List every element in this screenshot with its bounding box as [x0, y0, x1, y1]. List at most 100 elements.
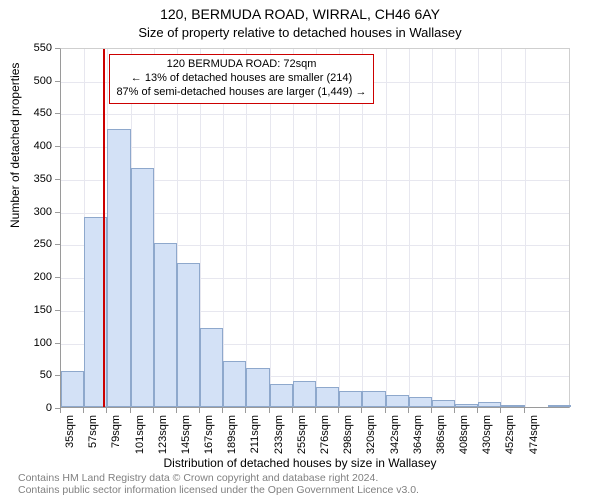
ytick-mark — [55, 343, 60, 344]
ytick-mark — [55, 113, 60, 114]
gridline-v — [501, 49, 502, 407]
histogram-bar — [409, 397, 432, 407]
page-title: 120, BERMUDA ROAD, WIRRAL, CH46 6AY — [0, 0, 600, 23]
xtick-mark — [431, 408, 432, 413]
ytick-label: 0 — [22, 402, 52, 414]
histogram-bar — [61, 371, 84, 407]
plot-area: 120 BERMUDA ROAD: 72sqm← 13% of detached… — [60, 48, 570, 408]
ytick-mark — [55, 48, 60, 49]
annotation-line: ← 13% of detached houses are smaller (21… — [116, 72, 366, 86]
xtick-mark — [292, 408, 293, 413]
xtick-label: 255sqm — [296, 415, 308, 465]
ytick-mark — [55, 81, 60, 82]
xtick-label: 342sqm — [389, 415, 401, 465]
ytick-label: 300 — [22, 206, 52, 218]
footer-line-1: Contains HM Land Registry data © Crown c… — [18, 472, 419, 484]
xtick-label: 211sqm — [249, 415, 261, 465]
xtick-label: 474sqm — [528, 415, 540, 465]
histogram-bar — [270, 384, 293, 407]
chart-container: { "titles": { "line1": "120, BERMUDA ROA… — [0, 0, 600, 500]
xtick-label: 167sqm — [203, 415, 215, 465]
histogram-bar — [386, 395, 409, 407]
xtick-mark — [454, 408, 455, 413]
histogram-bar — [548, 405, 571, 407]
xtick-mark — [524, 408, 525, 413]
xtick-label: 408sqm — [458, 415, 470, 465]
xtick-mark — [338, 408, 339, 413]
xtick-label: 430sqm — [481, 415, 493, 465]
histogram-bar — [200, 328, 223, 407]
xtick-mark — [199, 408, 200, 413]
histogram-bar — [107, 129, 130, 407]
annotation-line: 87% of semi-detached houses are larger (… — [116, 86, 366, 100]
gridline-v — [455, 49, 456, 407]
gridline-v — [432, 49, 433, 407]
ytick-mark — [55, 179, 60, 180]
gridline-h — [61, 147, 569, 148]
ytick-label: 500 — [22, 75, 52, 87]
histogram-bar — [455, 404, 478, 407]
ytick-label: 50 — [22, 369, 52, 381]
histogram-bar — [501, 405, 524, 407]
xtick-mark — [500, 408, 501, 413]
histogram-bar — [478, 402, 501, 407]
annotation-line: 120 BERMUDA ROAD: 72sqm — [116, 58, 366, 72]
xtick-mark — [83, 408, 84, 413]
xtick-label: 145sqm — [180, 415, 192, 465]
ytick-label: 150 — [22, 304, 52, 316]
ytick-label: 400 — [22, 140, 52, 152]
xtick-label: 189sqm — [226, 415, 238, 465]
histogram-bar — [223, 361, 246, 407]
ytick-mark — [55, 375, 60, 376]
histogram-bar — [246, 368, 269, 407]
xtick-mark — [361, 408, 362, 413]
ytick-label: 100 — [22, 337, 52, 349]
histogram-bar — [177, 263, 200, 407]
xtick-label: 101sqm — [134, 415, 146, 465]
xtick-mark — [176, 408, 177, 413]
footer-line-2: Contains public sector information licen… — [18, 484, 419, 496]
xtick-label: 386sqm — [435, 415, 447, 465]
histogram-bar — [339, 391, 362, 407]
plot-box: 120 BERMUDA ROAD: 72sqm← 13% of detached… — [60, 48, 570, 408]
ytick-label: 450 — [22, 107, 52, 119]
ytick-label: 350 — [22, 173, 52, 185]
histogram-bar — [316, 387, 339, 407]
gridline-v — [478, 49, 479, 407]
histogram-bar — [362, 391, 385, 407]
annotation-box: 120 BERMUDA ROAD: 72sqm← 13% of detached… — [109, 54, 373, 103]
xtick-label: 452sqm — [504, 415, 516, 465]
ytick-mark — [55, 212, 60, 213]
xtick-mark — [222, 408, 223, 413]
xtick-mark — [153, 408, 154, 413]
footer-attribution: Contains HM Land Registry data © Crown c… — [18, 472, 419, 496]
xtick-mark — [315, 408, 316, 413]
ytick-label: 250 — [22, 238, 52, 250]
xtick-label: 298sqm — [342, 415, 354, 465]
histogram-bar — [432, 400, 455, 407]
xtick-label: 364sqm — [412, 415, 424, 465]
xtick-mark — [477, 408, 478, 413]
page-subtitle: Size of property relative to detached ho… — [0, 23, 600, 45]
gridline-v — [525, 49, 526, 407]
ytick-mark — [55, 277, 60, 278]
histogram-bar — [293, 381, 316, 407]
xtick-mark — [269, 408, 270, 413]
xtick-mark — [245, 408, 246, 413]
xtick-label: 79sqm — [110, 415, 122, 465]
y-axis-label: Number of detached properties — [8, 63, 22, 228]
ytick-mark — [55, 146, 60, 147]
xtick-label: 123sqm — [157, 415, 169, 465]
marker-line — [103, 49, 105, 407]
ytick-label: 200 — [22, 271, 52, 283]
xtick-mark — [106, 408, 107, 413]
xtick-label: 57sqm — [87, 415, 99, 465]
xtick-label: 276sqm — [319, 415, 331, 465]
xtick-label: 35sqm — [64, 415, 76, 465]
gridline-v — [386, 49, 387, 407]
histogram-bar — [131, 168, 154, 407]
histogram-bar — [154, 243, 177, 407]
xtick-mark — [130, 408, 131, 413]
ytick-label: 550 — [22, 42, 52, 54]
gridline-h — [61, 114, 569, 115]
